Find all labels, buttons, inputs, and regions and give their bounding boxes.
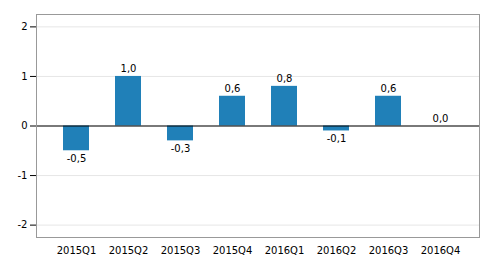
svg-text:2015Q4: 2015Q4 [213, 245, 253, 256]
svg-text:2016Q2: 2016Q2 [317, 245, 357, 256]
svg-text:2015Q3: 2015Q3 [161, 245, 201, 256]
svg-text:2016Q1: 2016Q1 [265, 245, 305, 256]
svg-text:0,8: 0,8 [277, 73, 293, 84]
svg-text:2015Q2: 2015Q2 [109, 245, 149, 256]
svg-text:2015Q1: 2015Q1 [57, 245, 97, 256]
svg-text:1: 1 [21, 71, 27, 82]
svg-text:-2: -2 [18, 219, 28, 230]
svg-text:2: 2 [21, 21, 27, 32]
svg-text:-0,5: -0,5 [67, 153, 87, 164]
svg-text:0,6: 0,6 [225, 83, 241, 94]
svg-text:2016Q3: 2016Q3 [369, 245, 409, 256]
svg-text:1,0: 1,0 [121, 63, 137, 74]
svg-text:-0,3: -0,3 [171, 143, 191, 154]
svg-text:0: 0 [21, 120, 27, 131]
svg-text:2016Q4: 2016Q4 [421, 245, 461, 256]
svg-text:0,6: 0,6 [381, 83, 397, 94]
svg-text:-0,1: -0,1 [327, 133, 347, 144]
svg-text:-1: -1 [18, 170, 28, 181]
svg-text:0,0: 0,0 [433, 113, 449, 124]
